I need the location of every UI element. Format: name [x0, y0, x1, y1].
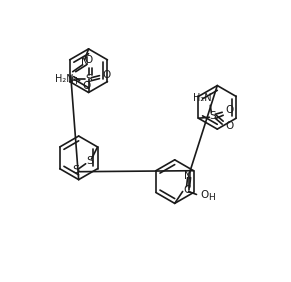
Text: S: S	[85, 74, 92, 84]
Text: O: O	[225, 105, 233, 115]
Text: N: N	[184, 171, 191, 181]
Text: S: S	[86, 156, 93, 166]
Text: C: C	[183, 184, 190, 195]
Text: H: H	[208, 193, 215, 202]
Text: S: S	[72, 165, 79, 175]
Text: H₂N: H₂N	[193, 93, 212, 103]
Text: O: O	[84, 55, 93, 65]
Text: N: N	[81, 57, 88, 67]
Text: H₂N: H₂N	[56, 74, 74, 84]
Text: H: H	[70, 77, 77, 86]
Text: O: O	[200, 190, 209, 201]
Text: O: O	[225, 121, 233, 131]
Text: O: O	[102, 70, 111, 80]
Text: S: S	[209, 111, 216, 121]
Text: O: O	[82, 81, 91, 91]
